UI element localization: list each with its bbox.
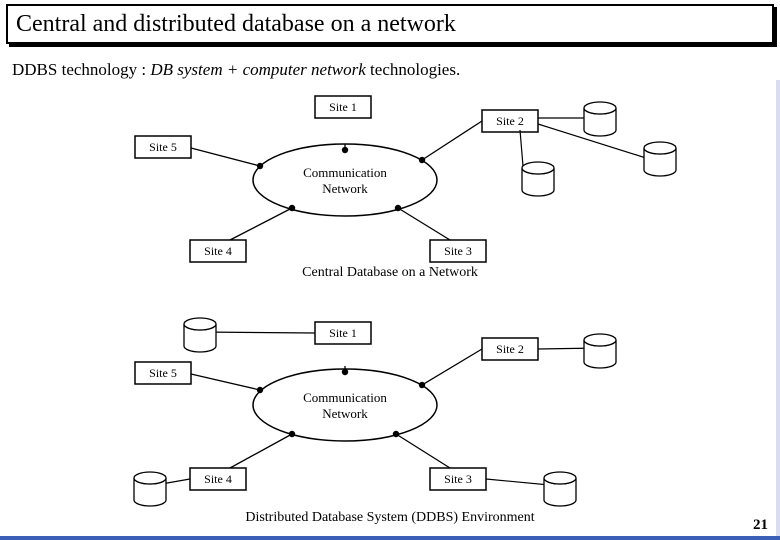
- port-dot: [419, 157, 425, 163]
- database-icon: [584, 334, 616, 368]
- link: [230, 208, 292, 240]
- subheading-italic: DB system + computer network: [150, 60, 365, 79]
- hub-label-2: Network: [322, 181, 368, 196]
- page-number: 21: [753, 517, 768, 534]
- hub-label-1: Communication: [303, 165, 387, 180]
- site-label: Site 3: [444, 472, 472, 486]
- port-dot: [395, 205, 401, 211]
- database-icon: [584, 102, 616, 136]
- port-dot: [289, 205, 295, 211]
- db-link: [200, 332, 315, 333]
- hub-label-1: Communication: [303, 390, 387, 405]
- port-dot: [393, 431, 399, 437]
- caption-central: Central Database on a Network: [0, 265, 780, 281]
- port-dot: [257, 163, 263, 169]
- diagram-central: CommunicationNetwork Site 1 Site 2 Site 3 Si…: [0, 88, 780, 278]
- subheading-prefix: DDBS technology :: [12, 60, 150, 79]
- link: [396, 434, 450, 468]
- diagram-distributed: CommunicationNetwork Site 1 Site 2 Site 3 Si…: [0, 300, 780, 510]
- slide-title-box: Central and distributed database on a ne…: [6, 4, 774, 44]
- accent-side: [776, 80, 780, 540]
- link: [191, 374, 260, 390]
- database-icon: [522, 162, 554, 196]
- subheading-suffix: technologies.: [366, 60, 460, 79]
- site-label: Site 4: [204, 472, 232, 486]
- hub-label-2: Network: [322, 406, 368, 421]
- port-dot: [289, 431, 295, 437]
- link: [398, 208, 450, 240]
- port-dot: [419, 382, 425, 388]
- link: [422, 349, 482, 385]
- database-icon: [544, 472, 576, 506]
- database-icon: [184, 318, 216, 352]
- link: [230, 434, 292, 468]
- port-dot: [342, 369, 348, 375]
- slide-title: Central and distributed database on a ne…: [16, 11, 456, 38]
- site-label: Site 1: [329, 100, 357, 114]
- site-label: Site 2: [496, 342, 524, 356]
- hub-ellipse: [253, 369, 437, 441]
- caption-distributed: Distributed Database System (DDBS) Envir…: [0, 510, 780, 526]
- site-label: Site 5: [149, 140, 177, 154]
- site-label: Site 2: [496, 114, 524, 128]
- site-label: Site 3: [444, 244, 472, 258]
- link: [191, 148, 260, 166]
- hub-ellipse: [253, 144, 437, 216]
- site-label: Site 1: [329, 326, 357, 340]
- database-icon: [134, 472, 166, 506]
- site-label: Site 5: [149, 366, 177, 380]
- accent-bar: [0, 536, 780, 540]
- database-icon: [644, 142, 676, 176]
- port-dot: [342, 147, 348, 153]
- link: [422, 121, 482, 160]
- subheading: DDBS technology : DB system + computer n…: [12, 60, 460, 80]
- site-label: Site 4: [204, 244, 232, 258]
- port-dot: [257, 387, 263, 393]
